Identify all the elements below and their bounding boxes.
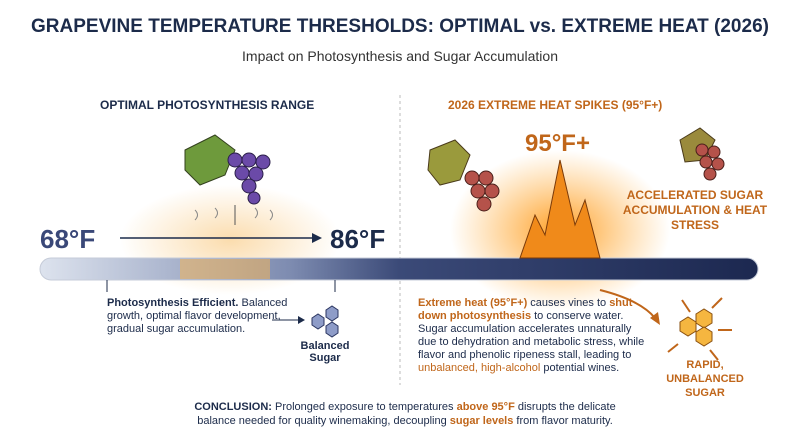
text: to conserve water. Sugar accumulation ac… <box>418 310 645 361</box>
right-description: Extreme heat (95°F+) causes vines to shu… <box>418 297 646 375</box>
text: disrupts the delicate balance needed for… <box>197 401 616 427</box>
text: potential wines. <box>540 362 620 374</box>
left-result: Balanced Sugar <box>300 340 350 364</box>
temperature-bar <box>39 257 759 281</box>
grapes <box>464 170 500 212</box>
text: CONCLUSION: <box>194 401 272 413</box>
grapes <box>695 143 725 181</box>
title: GRAPEVINE TEMPERATURE THRESHOLDS: OPTIMA… <box>31 16 769 37</box>
hexagons <box>311 305 339 338</box>
air-lines <box>194 207 273 221</box>
max-temp: 86°F <box>330 224 386 254</box>
leaf <box>184 134 236 186</box>
min-temp: 68°F <box>40 224 96 254</box>
text: sugar levels <box>449 415 514 427</box>
text: above 95°F <box>456 401 515 413</box>
text: shut down photosynthesis <box>418 297 633 322</box>
subtitle: Impact on Photosynthesis and Sugar Accum… <box>242 48 558 64</box>
text: from flavor maturity. <box>513 415 613 427</box>
right-heading: 2026 EXTREME HEAT SPIKES (95°F+) <box>448 98 663 112</box>
conclusion: CONCLUSION: Prolonged exposure to temper… <box>190 400 620 428</box>
spike-label: 95°F+ <box>525 130 590 157</box>
text: unbalanced, high-alcohol <box>418 362 541 374</box>
left-heading: OPTIMAL PHOTOSYNTHESIS RANGE <box>100 98 315 112</box>
text: causes vines to <box>527 297 610 309</box>
effect-arrow <box>599 289 656 319</box>
effect: ACCELERATED SUGAR ACCUMULATION & HEAT ST… <box>622 188 768 232</box>
optimal-zone <box>180 259 270 279</box>
text: Photosynthesis Efficient. <box>107 297 239 309</box>
arrow-head <box>312 233 322 243</box>
arrow-head <box>650 312 660 325</box>
right-result: RAPID, UNBALANCED SUGAR <box>666 359 744 399</box>
sugar-hexagons <box>679 308 713 347</box>
leaf <box>427 139 471 186</box>
grapes <box>227 152 271 205</box>
left-description: Photosynthesis Efficient. Balanced growt… <box>107 297 307 336</box>
text: Balanced growth, optimal flavor developm… <box>107 297 288 335</box>
arrow-head <box>298 316 305 324</box>
burst-arrows <box>667 297 732 361</box>
heat-spike <box>519 159 601 259</box>
text: Extreme heat (95°F+) <box>418 297 528 309</box>
text: Prolonged exposure to temperatures <box>271 401 457 413</box>
